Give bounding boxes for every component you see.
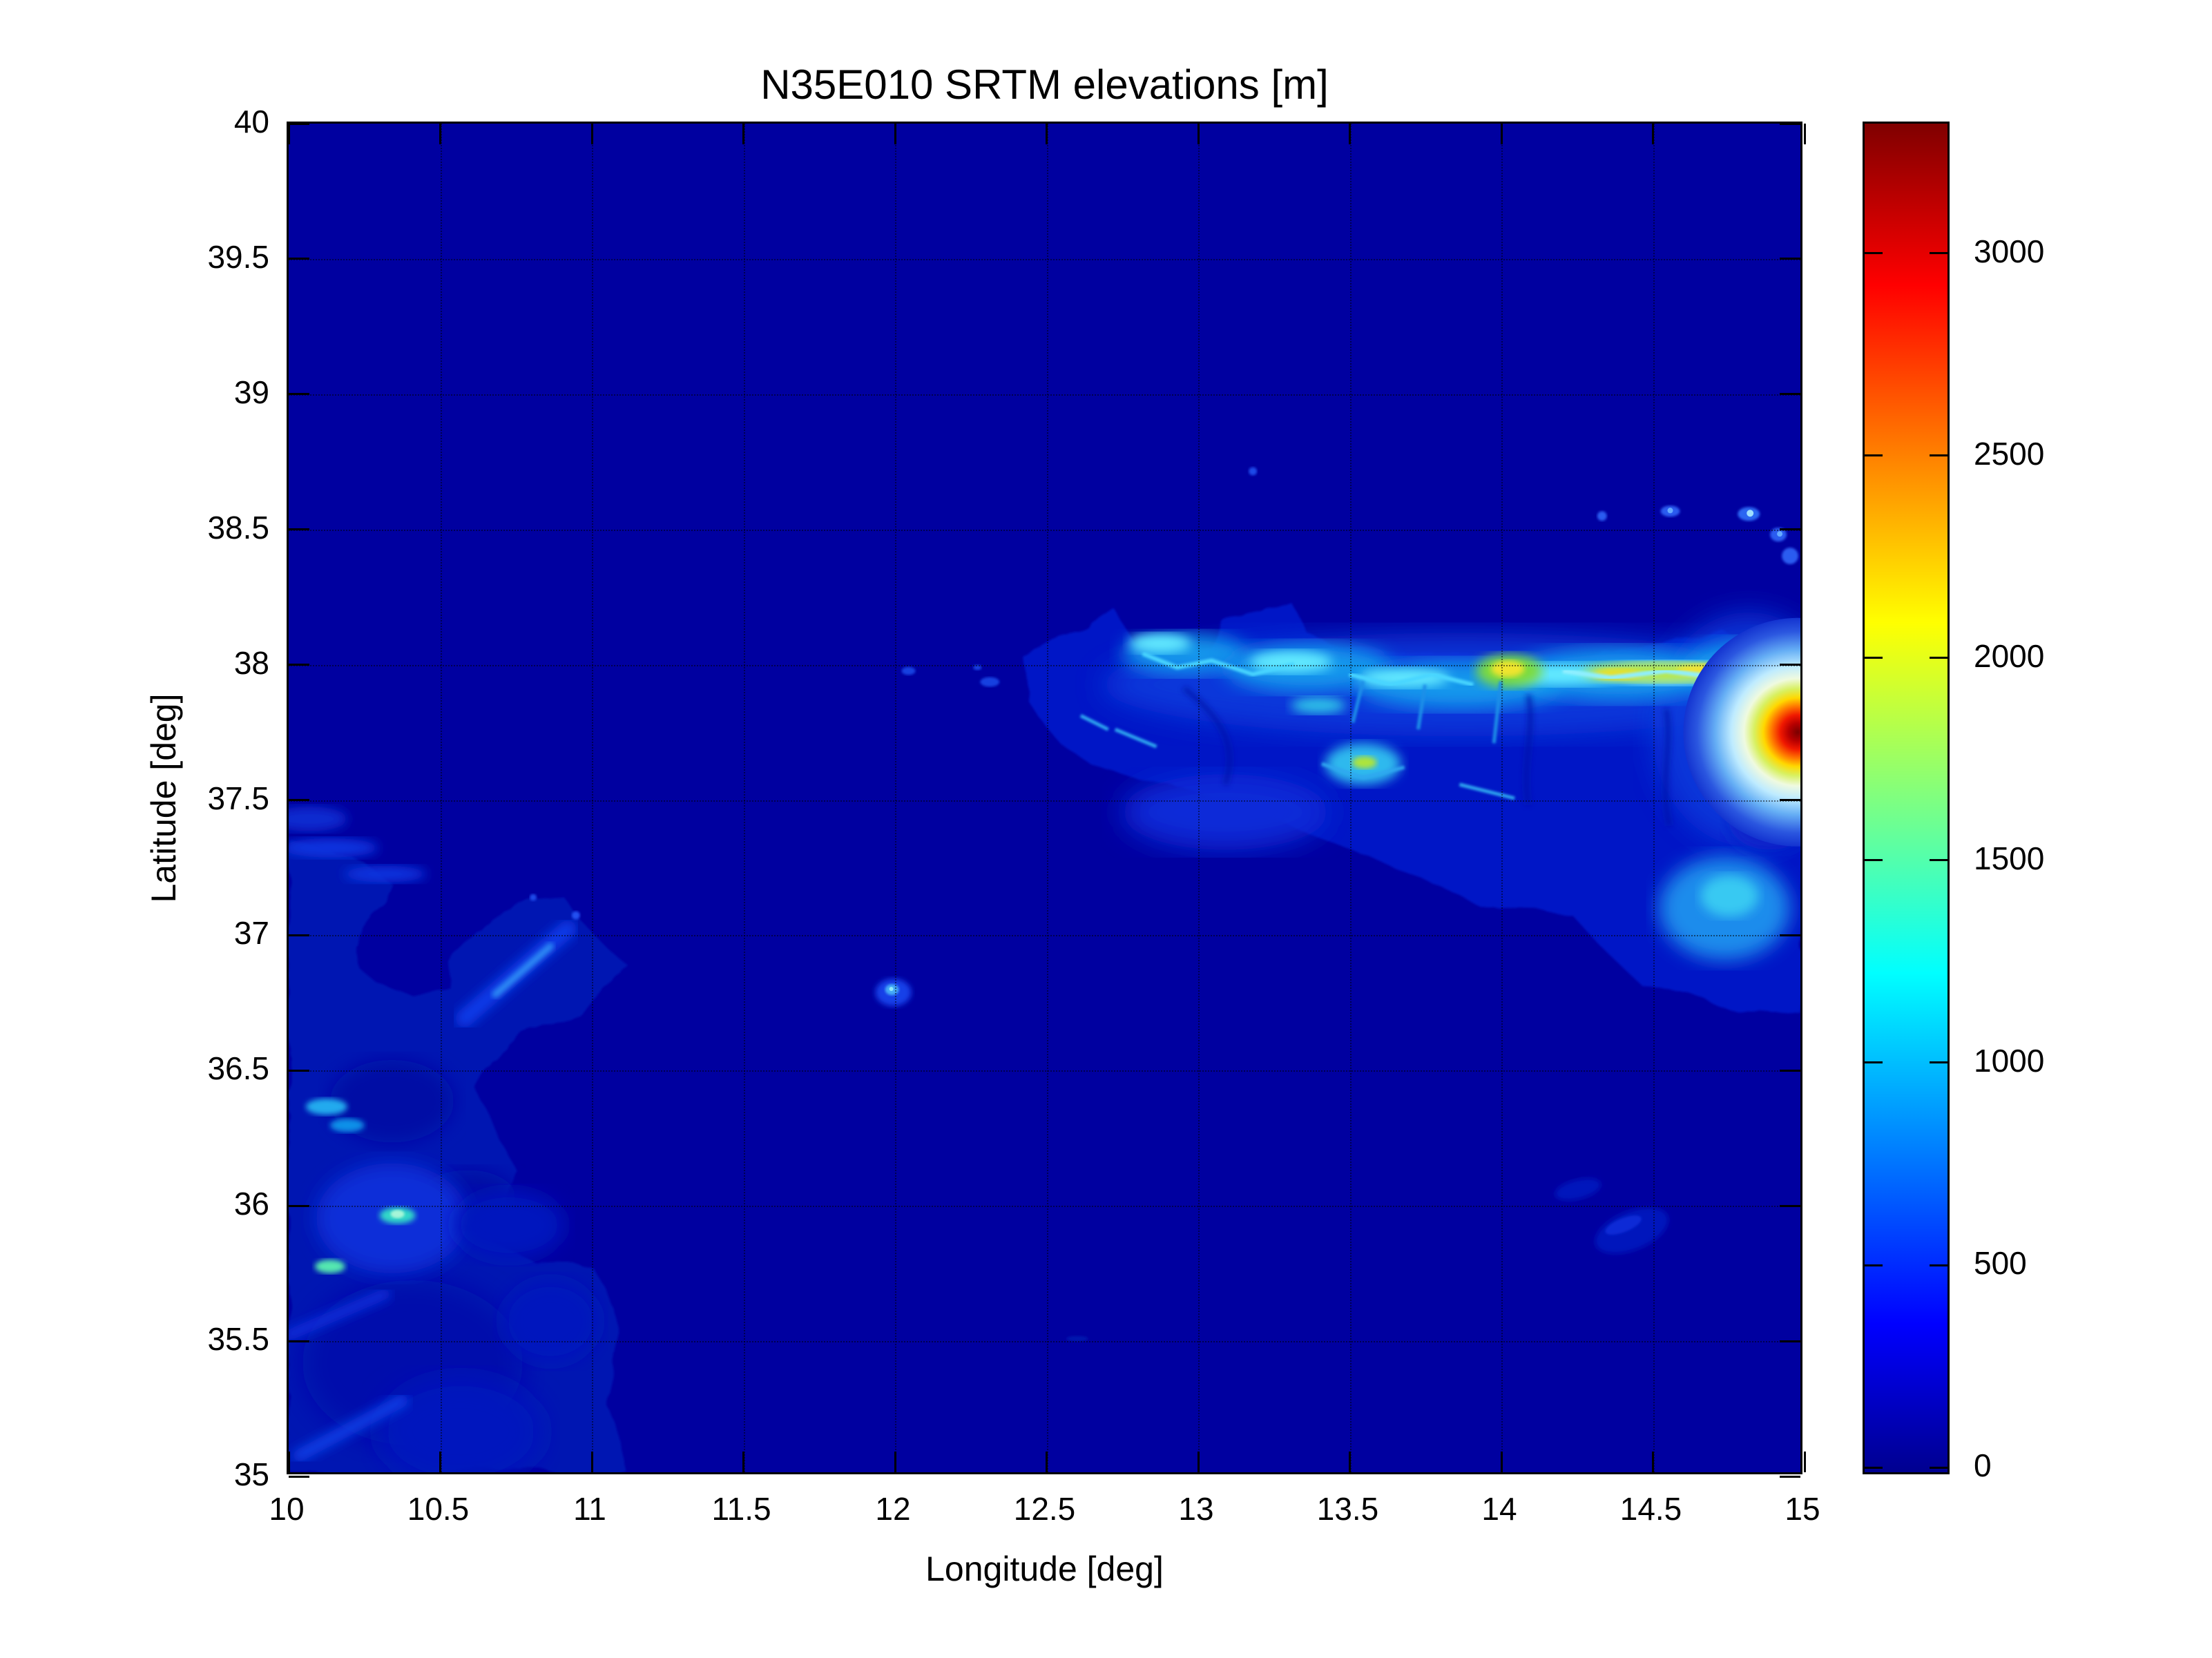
colorbar-tick-mark — [1930, 1466, 1947, 1469]
gridline-vertical — [743, 124, 745, 1472]
colorbar-tick-label: 2000 — [1974, 637, 2045, 674]
islands — [530, 467, 1799, 1342]
gridline-horizontal — [289, 394, 1800, 396]
gridline-horizontal — [289, 1070, 1800, 1072]
y-tick-label: 35 — [233, 1456, 269, 1492]
x-tick-label: 11.5 — [711, 1491, 771, 1527]
chart-title: N35E010 SRTM elevations [m] — [760, 61, 1329, 108]
y-tick-label: 36 — [233, 1186, 269, 1222]
x-tick-label: 14 — [1481, 1491, 1517, 1527]
gridline-horizontal — [289, 800, 1800, 802]
y-tick-mark — [1780, 1475, 1800, 1478]
y-axis-label: Latitude [deg] — [144, 693, 183, 903]
gridline-vertical — [440, 124, 442, 1472]
gridline-vertical — [592, 124, 593, 1472]
colorbar-tick-mark — [1930, 1264, 1947, 1266]
y-tick-mark — [1780, 122, 1800, 125]
gridline-horizontal — [289, 258, 1800, 260]
x-tick-label: 15 — [1785, 1491, 1820, 1527]
x-tick-mark — [287, 124, 290, 144]
ustica — [1249, 467, 1258, 476]
gridline-horizontal — [289, 935, 1800, 937]
y-tick-label: 35.5 — [207, 1321, 269, 1358]
y-tick-label: 37.5 — [207, 780, 269, 816]
y-tick-label: 39 — [233, 374, 269, 410]
colorbar-tick-mark — [1930, 454, 1947, 457]
colorbar-tick-mark — [1930, 657, 1947, 659]
y-tick-label: 38 — [233, 644, 269, 681]
y-tick-label: 40 — [233, 104, 269, 139]
x-tick-mark — [1803, 124, 1806, 144]
gridline-horizontal — [289, 1341, 1800, 1343]
lampedusa — [1066, 1336, 1088, 1342]
x-tick-label: 10 — [269, 1491, 305, 1527]
x-tick-label: 11 — [573, 1491, 606, 1527]
colorbar — [1863, 122, 1950, 1474]
gridline-vertical — [1046, 124, 1048, 1472]
colorbar-tick-label: 500 — [1974, 1245, 2027, 1282]
colorbar-tick-mark — [1930, 252, 1947, 255]
gridline-horizontal — [289, 664, 1800, 666]
x-tick-label: 10.5 — [407, 1491, 470, 1527]
x-axis-label: Longitude [deg] — [925, 1550, 1164, 1588]
colorbar-tick-label: 2500 — [1974, 435, 2045, 472]
x-tick-label: 13.5 — [1316, 1491, 1379, 1527]
elevation-heatmap — [289, 124, 1800, 1472]
colorbar-tick-mark — [1865, 1466, 1883, 1469]
y-tick-label: 37 — [233, 915, 269, 952]
egadi — [901, 666, 916, 675]
colorbar-tick-label: 1000 — [1974, 1042, 2045, 1079]
x-tick-label: 14.5 — [1619, 1491, 1682, 1527]
colorbar-tick-mark — [1865, 454, 1883, 457]
gridline-horizontal — [289, 1206, 1800, 1208]
plot-area — [287, 122, 1806, 1478]
y-tick-label: 36.5 — [207, 1050, 269, 1087]
gridline-vertical — [1653, 124, 1655, 1472]
colorbar-tick-mark — [1865, 657, 1883, 659]
colorbar-tick-mark — [1865, 859, 1883, 862]
sicily-landmass — [1023, 603, 1800, 1014]
y-tick-label: 39.5 — [207, 238, 269, 275]
colorbar-tick-mark — [1865, 1264, 1883, 1266]
etna-hotspot — [1683, 617, 1800, 847]
aeolian-islands — [1597, 505, 1799, 565]
colorbar-tick-label: 0 — [1974, 1447, 1992, 1484]
y-tick-mark — [289, 1475, 309, 1478]
colorbar-tick-label: 1500 — [1974, 840, 2045, 876]
tunisia-landmass — [289, 806, 628, 1472]
colorbar-tick-mark — [1930, 1061, 1947, 1064]
gridline-vertical — [895, 124, 896, 1472]
y-tick-mark — [289, 122, 309, 125]
y-tick-label: 38.5 — [207, 509, 269, 546]
colorbar-tick-label: 3000 — [1974, 233, 2045, 269]
zembra — [530, 894, 537, 901]
x-tick-label: 13 — [1178, 1491, 1214, 1527]
x-tick-label: 12 — [875, 1491, 911, 1527]
x-tick-mark — [287, 1452, 290, 1472]
colorbar-tick-mark — [1865, 252, 1883, 255]
colorbar-tick-mark — [1930, 859, 1947, 862]
colorbar-tick-mark — [1865, 1061, 1883, 1064]
x-tick-mark — [1803, 1452, 1806, 1472]
malta-gozo — [1555, 1178, 1668, 1254]
gridline-horizontal — [289, 529, 1800, 531]
x-tick-label: 12.5 — [1013, 1491, 1076, 1527]
gridline-vertical — [1501, 124, 1503, 1472]
gridline-vertical — [1198, 124, 1200, 1472]
gridline-vertical — [1349, 124, 1352, 1472]
